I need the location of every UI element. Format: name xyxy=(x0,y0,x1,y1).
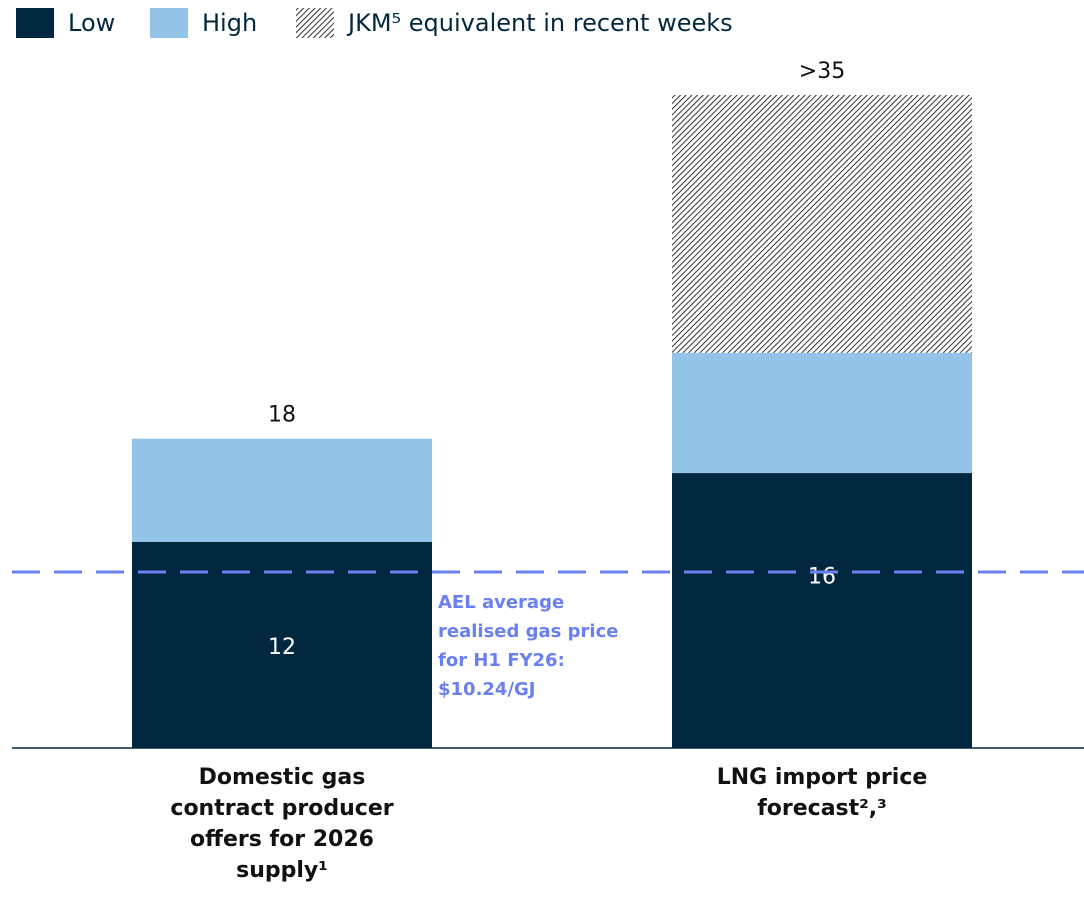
bar-segment xyxy=(132,438,432,542)
legend-swatch xyxy=(16,8,54,38)
bar-segment xyxy=(672,473,972,748)
category-label: Domestic gas contract producer offers fo… xyxy=(170,765,394,883)
legend-label: Low xyxy=(68,9,115,37)
bar-segment xyxy=(132,541,432,748)
bar-segment xyxy=(672,352,972,474)
legend-label: JKM⁵ equivalent in recent weeks xyxy=(346,9,733,37)
category-label: LNG import price forecast²,³ xyxy=(716,765,928,821)
reference-label: AEL average realised gas price for H1 FY… xyxy=(438,592,619,701)
legend-label: High xyxy=(202,9,257,37)
legend-swatch xyxy=(150,8,188,38)
bar-segment xyxy=(672,95,972,353)
total-label: 18 xyxy=(268,403,296,428)
value-label: 12 xyxy=(268,635,296,660)
value-label: 16 xyxy=(808,565,836,590)
total-label: >35 xyxy=(799,59,845,84)
legend-swatch xyxy=(296,8,334,38)
